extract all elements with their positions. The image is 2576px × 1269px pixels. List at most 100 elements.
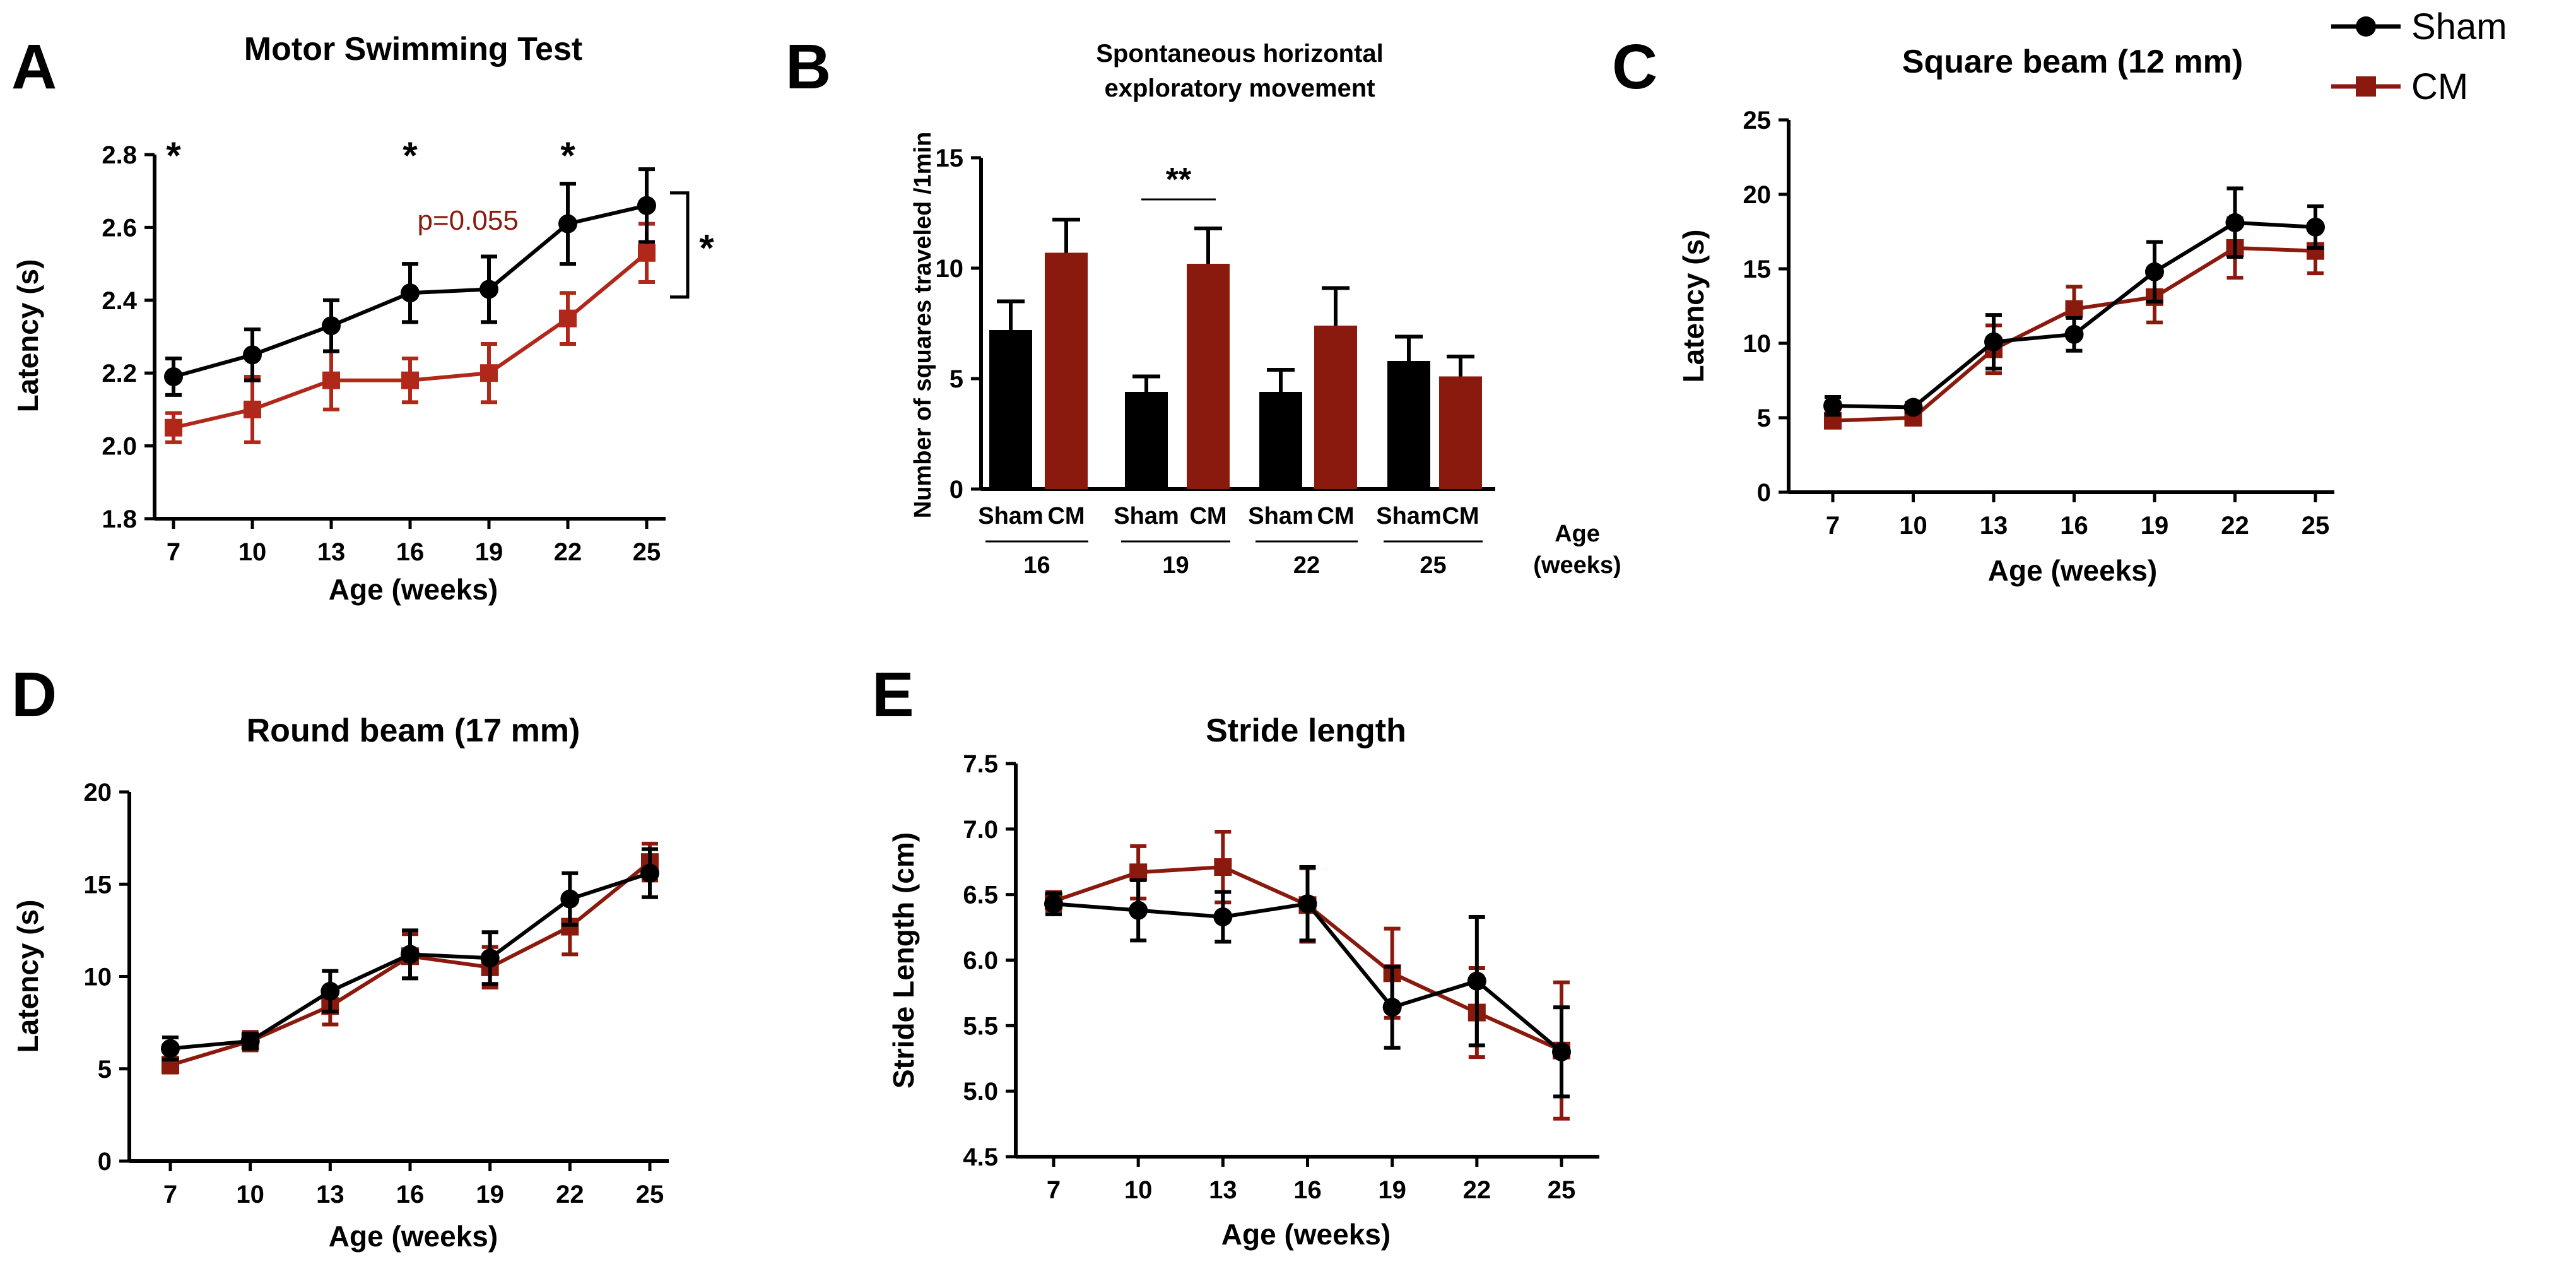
- group-label: 19: [1162, 552, 1189, 579]
- data-point-sham: [2145, 262, 2164, 281]
- data-point-sham: [1823, 396, 1842, 416]
- x-tick-label: 19: [2141, 512, 2169, 540]
- x-tick-label: Sham: [978, 503, 1043, 529]
- panel-D: D Round beam (17 mm) Latency (s) Age (weeks…: [11, 659, 669, 1253]
- chart-title: Motor Swimming Test: [244, 31, 582, 68]
- y-tick-label: 25: [1743, 107, 1772, 134]
- y-tick-label: 6.5: [963, 882, 998, 909]
- data-point-sham: [164, 367, 183, 386]
- data-point-sham: [1382, 998, 1402, 1017]
- data-point-cm: [401, 371, 419, 389]
- legend: Sham CM: [2331, 6, 2507, 107]
- y-tick-label: 15: [936, 145, 964, 172]
- y-tick-label: 2.6: [102, 214, 137, 242]
- y-tick-label: 5.0: [963, 1078, 998, 1106]
- x-tick-label: CM: [1189, 503, 1226, 529]
- data-point-sham: [2225, 213, 2245, 232]
- bar-cm: [1314, 326, 1357, 489]
- y-tick-label: 10: [1743, 330, 1772, 358]
- chart-title: Square beam (12 mm): [1902, 44, 2243, 80]
- x-tick-label: 22: [2221, 512, 2249, 540]
- bar-sham: [1125, 392, 1168, 489]
- data-point-sham: [1044, 894, 1063, 914]
- data-point-sham: [1903, 398, 1923, 417]
- y-tick-label: 0: [950, 476, 963, 504]
- y-tick-label: 2.0: [102, 433, 137, 461]
- y-tick-label: 15: [1743, 256, 1772, 283]
- bar-cm: [1045, 252, 1088, 489]
- y-tick-label: 5: [950, 365, 963, 393]
- x-tick-label: Sham: [1376, 503, 1441, 529]
- x-tick-label: 22: [1463, 1176, 1491, 1204]
- data-point-cm: [1214, 858, 1232, 876]
- significance-star: *: [166, 134, 181, 177]
- data-point-sham: [560, 889, 580, 909]
- x-tick-label: 19: [475, 538, 503, 566]
- y-tick-label: 2.2: [102, 360, 137, 387]
- x-tick-label: 7: [167, 538, 180, 566]
- bracket-star: *: [699, 227, 714, 269]
- x-tick-label: 22: [554, 538, 582, 566]
- series-cm: [165, 221, 656, 444]
- x-tick-label: 7: [1826, 512, 1840, 540]
- group-label: 16: [1023, 552, 1050, 579]
- y-tick-label: 20: [1743, 181, 1772, 209]
- data-point-sham: [401, 945, 420, 964]
- y-axis-title: Latency (s): [11, 259, 44, 413]
- data-point-cm: [322, 371, 340, 389]
- x-tick-label: 7: [163, 1181, 177, 1208]
- x-tick-label: CM: [1047, 503, 1085, 529]
- y-tick-label: 1.8: [102, 505, 137, 533]
- y-axis-title: Number of squares traveled /1min: [910, 132, 936, 518]
- legend-cm-marker: [2356, 76, 2376, 97]
- x-tick-label: CM: [1317, 503, 1354, 529]
- data-point-sham: [161, 1039, 180, 1058]
- y-tick-label: 5: [1757, 404, 1771, 432]
- chart-title: Spontaneous horizontal: [1096, 40, 1384, 68]
- chart-title: Round beam (17 mm): [247, 712, 580, 749]
- x-tick-label: 25: [636, 1181, 664, 1208]
- series-sham: [1044, 865, 1571, 1099]
- group-axis-title: Age: [1555, 521, 1600, 547]
- data-point-cm: [638, 244, 656, 262]
- x-axis-title: Age (weeks): [1221, 1218, 1391, 1251]
- y-axis-title: Stride Length (cm): [887, 832, 920, 1089]
- bar-sham: [1259, 392, 1302, 489]
- data-point-sham: [240, 1031, 260, 1051]
- legend-cm-label: CM: [2411, 66, 2468, 107]
- data-point-sham: [1467, 971, 1486, 991]
- x-tick-label: 16: [2060, 512, 2088, 540]
- panel-E: E Stride length Stride Length (cm) Age (wee…: [872, 659, 1599, 1251]
- x-tick-label: 22: [556, 1181, 584, 1208]
- bar-sham: [989, 330, 1032, 489]
- series-sham: [161, 847, 659, 1062]
- y-tick-label: 5: [98, 1056, 112, 1083]
- x-tick-label: 10: [1899, 512, 1927, 540]
- significance-star: *: [560, 134, 575, 177]
- significance-bracket: [670, 191, 690, 299]
- data-point-sham: [479, 280, 498, 299]
- panel-letter-C: C: [1612, 32, 1657, 102]
- x-tick-label: 25: [633, 538, 661, 566]
- significance-stars: **: [1166, 162, 1192, 198]
- x-tick-label: 7: [1047, 1176, 1061, 1204]
- data-point-sham: [1552, 1042, 1571, 1061]
- x-tick-label: Sham: [1248, 503, 1313, 529]
- data-point-cm: [1129, 863, 1148, 882]
- x-tick-label: 10: [236, 1181, 264, 1208]
- x-tick-label: 13: [316, 1181, 344, 1208]
- group-label: 25: [1420, 552, 1446, 579]
- y-tick-label: 20: [84, 779, 112, 806]
- x-axis-title: Age (weeks): [329, 1220, 498, 1253]
- x-tick-label: 10: [238, 538, 267, 566]
- y-tick-label: 2.4: [102, 287, 137, 315]
- x-tick-label: 25: [1548, 1176, 1576, 1204]
- x-tick-label: 19: [476, 1181, 504, 1208]
- chart-title: Stride length: [1206, 712, 1406, 749]
- x-tick-label: 10: [1124, 1176, 1153, 1204]
- group-label: 22: [1293, 552, 1320, 579]
- data-point-sham: [1129, 900, 1148, 920]
- data-point-sham: [401, 283, 420, 303]
- x-tick-label: 16: [396, 1181, 425, 1208]
